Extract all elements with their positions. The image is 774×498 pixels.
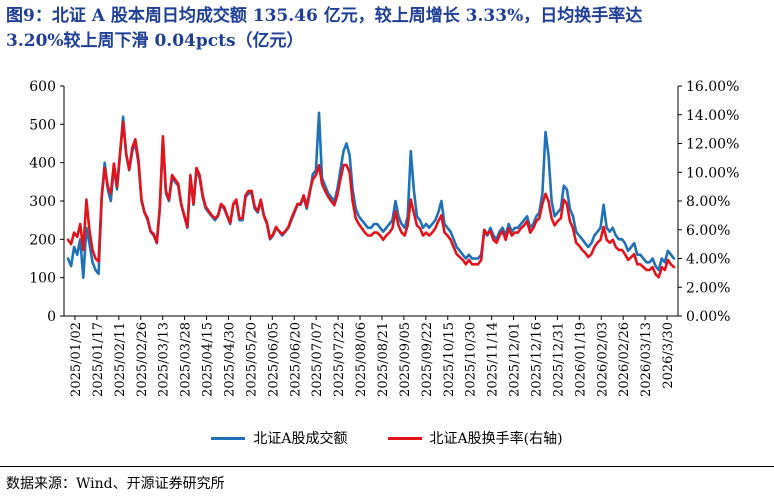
x-axis-tick-label: 2026/03/13 [639, 322, 654, 397]
left-axis-tick-label: 0 [47, 309, 56, 325]
x-axis-tick-label: 2025/04/15 [201, 322, 216, 397]
legend-swatch-blue [211, 436, 246, 440]
legend-swatch-red [387, 436, 422, 440]
x-axis-tick-label: 2025/08/21 [376, 322, 391, 397]
x-axis-tick-label: 2025/04/30 [222, 322, 237, 397]
right-axis-tick-label: 12.00% [686, 137, 739, 153]
x-axis-tick-label: 2025/02/11 [113, 322, 128, 397]
x-axis-tick-label: 2026/3/30 [661, 322, 676, 389]
right-axis-tick-label: 0.00% [686, 309, 730, 325]
x-axis-tick-label: 2025/10/30 [464, 322, 479, 397]
right-axis-tick-label: 8.00% [686, 194, 730, 210]
x-axis-tick-label: 2025/11/14 [486, 322, 501, 397]
x-axis-tick-label: 2025/07/07 [310, 322, 325, 397]
x-axis-tick-label: 2025/01/02 [69, 322, 84, 397]
legend-label-turnover-rate: 北证A股换手率(右轴) [429, 431, 563, 447]
footer-divider [0, 466, 774, 467]
series-line-turnover-rate [66, 120, 676, 279]
chart-title-line-1: 图9：北证 A 股本周日均成交额 135.46 亿元，较上周增长 3.33%，日… [6, 6, 643, 26]
left-axis-tick-label: 400 [29, 156, 56, 172]
chart-legend: 北证A股成交额 北证A股换手率(右轴) [0, 428, 774, 448]
legend-label-turnover-value: 北证A股成交额 [253, 431, 348, 447]
chart-title-line-2: 3.20%较上周下滑 0.04pcts（亿元） [6, 31, 304, 51]
x-axis-tick-label: 2026/01/19 [573, 322, 588, 397]
x-axis-tick-label: 2025/12/01 [508, 322, 523, 397]
right-axis-tick-label: 14.00% [686, 108, 739, 124]
left-axis-tick-label: 300 [29, 194, 56, 210]
x-axis-tick-label: 2025/10/15 [442, 322, 457, 397]
x-axis-tick-label: 2025/01/17 [91, 322, 106, 397]
x-axis-tick-label: 2025/07/22 [332, 322, 347, 397]
x-axis-tick-label: 2025/12/31 [551, 322, 566, 397]
right-axis-tick-label: 4.00% [686, 252, 730, 268]
x-axis-tick-label: 2025/08/06 [354, 322, 369, 397]
left-axis-tick-label: 200 [29, 232, 56, 248]
x-axis-tick-label: 2025/12/16 [529, 322, 544, 397]
x-axis-tick-label: 2026/02/03 [595, 322, 610, 397]
x-axis-tick-label: 2025/06/20 [288, 322, 303, 397]
left-axis-tick-label: 600 [29, 79, 56, 95]
right-axis-tick-label: 6.00% [686, 223, 730, 239]
x-axis-tick-label: 2025/02/26 [135, 322, 150, 397]
right-axis-tick-label: 10.00% [686, 165, 739, 181]
legend-item-turnover-value: 北证A股成交额 [211, 428, 348, 448]
data-source-note: 数据来源：Wind、开源证券研究所 [6, 476, 225, 492]
x-axis-tick-label: 2026/02/26 [617, 322, 632, 397]
left-axis-tick-label: 100 [29, 271, 56, 287]
left-axis-tick-label: 500 [29, 117, 56, 133]
right-axis-tick-label: 2.00% [686, 280, 730, 296]
dual-axis-line-chart: 0 100 200 300 400 500 600 0.00% 2.00% 4.00% 6.00% 8… [29, 79, 739, 397]
x-axis-tick-label: 2025/09/05 [398, 322, 413, 397]
x-axis-tick-label: 2025/06/05 [266, 322, 281, 397]
series-line-turnover-value [66, 111, 676, 279]
x-axis-tick-label: 2025/03/28 [179, 322, 194, 397]
chart-title: 图9：北证 A 股本周日均成交额 135.46 亿元，较上周增长 3.33%，日… [6, 4, 768, 54]
right-axis-tick-label: 16.00% [686, 79, 739, 95]
x-axis-tick-label: 2025/09/22 [420, 322, 435, 397]
x-axis-tick-label: 2025/03/13 [157, 322, 172, 397]
x-axis-tick-label: 2025/05/20 [244, 322, 259, 397]
legend-item-turnover-rate: 北证A股换手率(右轴) [387, 428, 563, 448]
